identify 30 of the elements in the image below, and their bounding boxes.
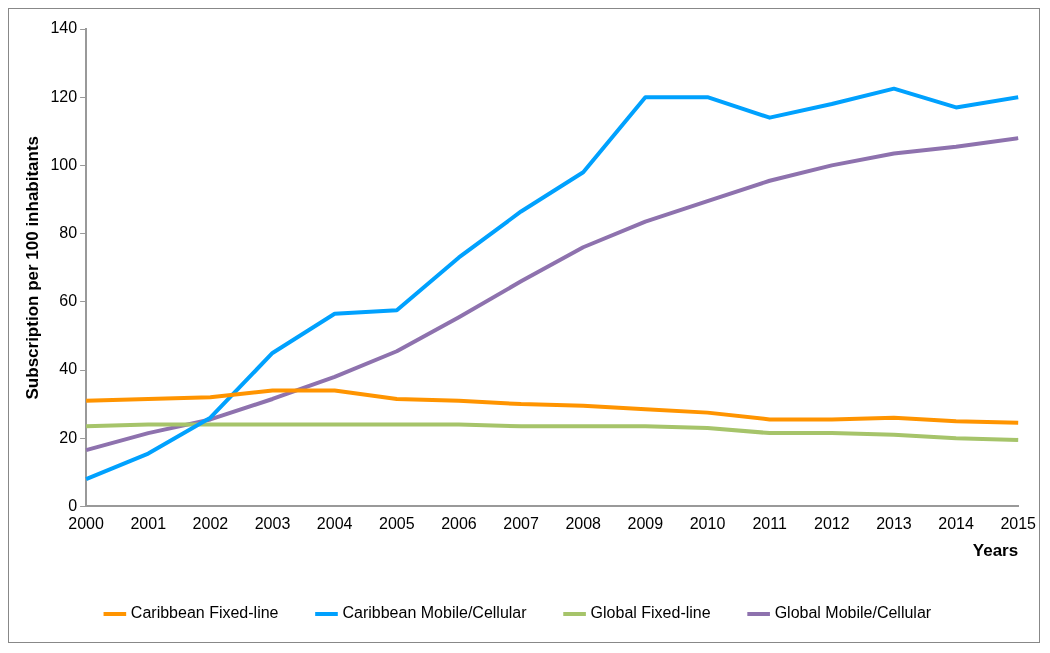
x-tick-label: 2007 xyxy=(503,515,539,533)
legend-label: Global Fixed-line xyxy=(590,604,711,622)
x-tick-label: 2002 xyxy=(192,515,229,533)
x-tick-label: 2013 xyxy=(876,515,912,533)
x-tick-label: 2011 xyxy=(752,515,787,533)
y-tick-label: 140 xyxy=(50,19,78,37)
y-tick-label: 40 xyxy=(59,360,78,378)
y-tick-label: 20 xyxy=(59,428,78,446)
x-tick-label: 2015 xyxy=(1000,515,1037,533)
y-tick-label: 120 xyxy=(50,87,78,105)
x-tick-label: 2012 xyxy=(813,515,850,533)
x-tick-label: 2001 xyxy=(130,515,167,533)
x-tick-label: 2010 xyxy=(689,515,726,533)
x-tick-label: 2000 xyxy=(68,515,104,533)
legend-label: Global Mobile/Cellular xyxy=(774,604,932,622)
legend-label: Caribbean Fixed-line xyxy=(130,604,279,622)
x-axis-title: Years xyxy=(972,541,1019,561)
legend-label: Caribbean Mobile/Cellular xyxy=(342,604,528,622)
x-tick-label: 2008 xyxy=(565,515,602,533)
x-tick-label: 2003 xyxy=(254,515,291,533)
y-tick-label: 100 xyxy=(50,155,78,173)
x-tick-label: 2014 xyxy=(938,515,974,533)
y-tick-label: 0 xyxy=(68,496,78,514)
x-tick-label: 2009 xyxy=(627,515,664,533)
y-tick-label: 60 xyxy=(59,292,78,310)
y-tick-label: 80 xyxy=(59,224,78,242)
x-tick-label: 2006 xyxy=(441,515,477,533)
x-tick-label: 2004 xyxy=(316,515,353,533)
y-axis-title: Subscription per 100 inhabitants xyxy=(22,135,42,400)
x-tick-label: 2005 xyxy=(379,515,415,533)
